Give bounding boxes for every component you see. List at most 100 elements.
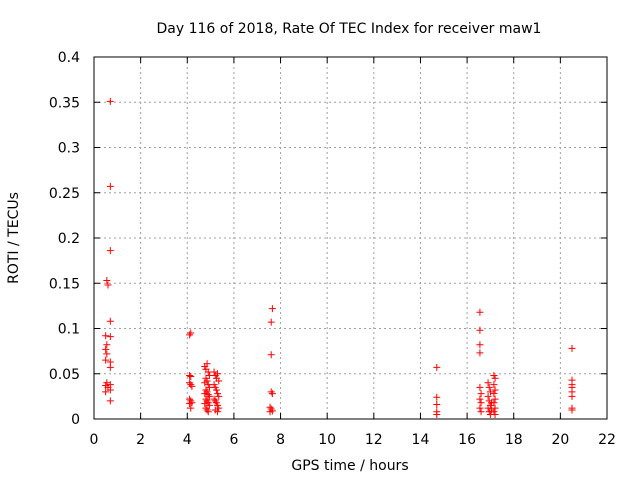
- y-tick-label: 0.05: [49, 367, 80, 383]
- data-point: [491, 410, 499, 418]
- data-points: [102, 97, 576, 418]
- data-point: [477, 399, 485, 407]
- data-point: [187, 372, 195, 380]
- data-point: [433, 410, 441, 418]
- data-point: [186, 400, 194, 408]
- data-point: [486, 388, 494, 396]
- data-point: [106, 386, 114, 394]
- data-point: [215, 377, 223, 385]
- data-point: [491, 404, 499, 412]
- y-tick-label: 0.2: [58, 231, 80, 247]
- grid: [94, 57, 607, 419]
- data-point: [187, 404, 195, 412]
- data-point: [267, 318, 275, 326]
- data-point: [202, 395, 210, 403]
- data-point: [210, 395, 218, 403]
- data-point: [106, 397, 114, 405]
- data-point: [204, 408, 212, 416]
- x-tick-label: 20: [551, 432, 569, 448]
- x-axis-label: GPS time / hours: [291, 458, 408, 474]
- data-point: [491, 395, 499, 403]
- data-point: [188, 382, 196, 390]
- data-point: [211, 397, 219, 405]
- data-point: [201, 379, 209, 387]
- y-axis-label: ROTI / TECUs: [6, 192, 22, 284]
- data-point: [187, 381, 195, 389]
- data-point: [186, 331, 194, 339]
- data-point: [204, 391, 212, 399]
- x-tick-label: 16: [458, 432, 476, 448]
- y-tick-label: 0.3: [58, 141, 80, 157]
- data-point: [476, 349, 484, 357]
- data-point: [476, 308, 484, 316]
- data-point: [202, 404, 210, 412]
- y-tick-label: 0.25: [49, 186, 80, 202]
- data-point: [433, 393, 441, 401]
- data-point: [210, 368, 218, 376]
- data-point: [485, 383, 493, 391]
- data-point: [212, 386, 220, 394]
- data-point: [476, 395, 484, 403]
- y-tick-label: 0.4: [58, 50, 80, 66]
- data-point: [201, 390, 209, 398]
- data-point: [267, 351, 275, 359]
- data-point: [214, 370, 222, 378]
- x-tick-label: 22: [598, 432, 616, 448]
- data-point: [104, 281, 112, 289]
- data-point: [477, 390, 485, 398]
- plot-border: [93, 56, 608, 420]
- y-tick-label: 0.1: [58, 322, 80, 338]
- data-point: [215, 404, 223, 412]
- data-point: [215, 392, 223, 400]
- data-point: [268, 390, 276, 398]
- data-point: [102, 332, 110, 340]
- x-tick-label: 6: [229, 432, 238, 448]
- y-tick-label: 0.35: [49, 95, 80, 111]
- data-point: [491, 386, 499, 394]
- data-point: [267, 388, 275, 396]
- data-point: [187, 329, 195, 337]
- data-point: [203, 360, 211, 368]
- data-point: [106, 182, 114, 190]
- data-point: [203, 406, 211, 414]
- data-point: [568, 406, 576, 414]
- data-point: [490, 381, 498, 389]
- x-tick-label: 0: [90, 432, 99, 448]
- data-point: [202, 386, 210, 394]
- data-point: [103, 277, 111, 285]
- x-tick-label: 18: [505, 432, 523, 448]
- data-point: [490, 399, 498, 407]
- chart-title: Day 116 of 2018, Rate Of TEC Index for r…: [157, 21, 542, 37]
- data-point: [106, 317, 114, 325]
- data-point: [476, 326, 484, 334]
- data-point: [476, 404, 484, 412]
- data-point: [476, 383, 484, 391]
- data-point: [477, 408, 485, 416]
- data-point: [186, 379, 194, 387]
- axis-tick-labels: 0 2 4 6 8 10 12 14 16 18 20 22 0 0.05 0.1 0.15 0.2 0.25 0.…: [49, 50, 616, 448]
- data-point: [268, 305, 276, 313]
- data-point: [106, 247, 114, 255]
- data-point: [103, 350, 111, 358]
- x-tick-label: 10: [318, 432, 336, 448]
- x-tick-label: 14: [412, 432, 430, 448]
- data-point: [102, 345, 110, 353]
- y-tick-label: 0: [71, 412, 80, 428]
- data-point: [484, 404, 492, 412]
- data-point: [186, 372, 194, 380]
- data-point: [102, 388, 110, 396]
- data-point: [568, 344, 576, 352]
- data-point: [106, 97, 114, 105]
- data-point: [106, 363, 114, 371]
- data-point: [490, 390, 498, 398]
- data-point: [266, 408, 274, 416]
- data-point: [106, 333, 114, 341]
- data-point: [433, 363, 441, 371]
- data-point: [201, 400, 209, 408]
- data-point: [491, 374, 499, 382]
- data-point: [102, 356, 110, 364]
- x-tick-label: 4: [183, 432, 192, 448]
- data-point: [433, 401, 441, 409]
- x-tick-label: 8: [276, 432, 285, 448]
